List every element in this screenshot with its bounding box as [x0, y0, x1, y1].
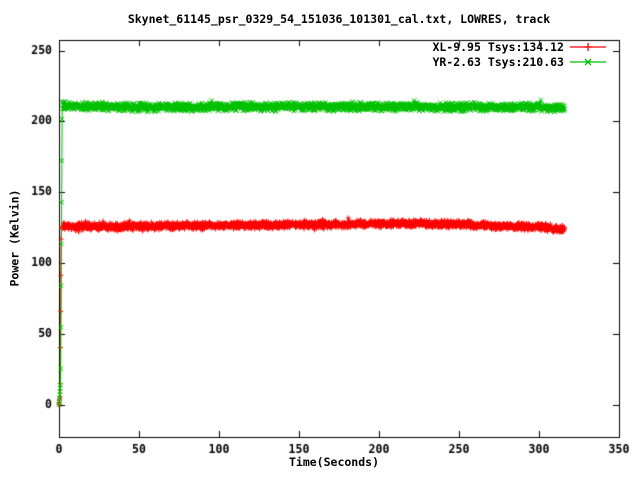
legend: XL-9.95 Tsys:134.12 YR-2.63 Tsys:210.63 [432, 39, 606, 69]
y-axis-label: Power (Kelvin) [7, 189, 22, 287]
legend-label: XL-9.95 Tsys:134.12 [432, 39, 564, 54]
legend-row: XL-9.95 Tsys:134.12 [432, 39, 606, 54]
legend-row: YR-2.63 Tsys:210.63 [432, 54, 606, 69]
legend-sample-cross-icon [570, 58, 606, 65]
legend-label: YR-2.63 Tsys:210.63 [432, 54, 564, 69]
chart-title: Skynet_61145_psr_0329_54_151036_101301_c… [127, 12, 551, 26]
legend-sample-plus-icon [570, 42, 606, 51]
x-axis-label: Time(Seconds) [288, 455, 379, 469]
